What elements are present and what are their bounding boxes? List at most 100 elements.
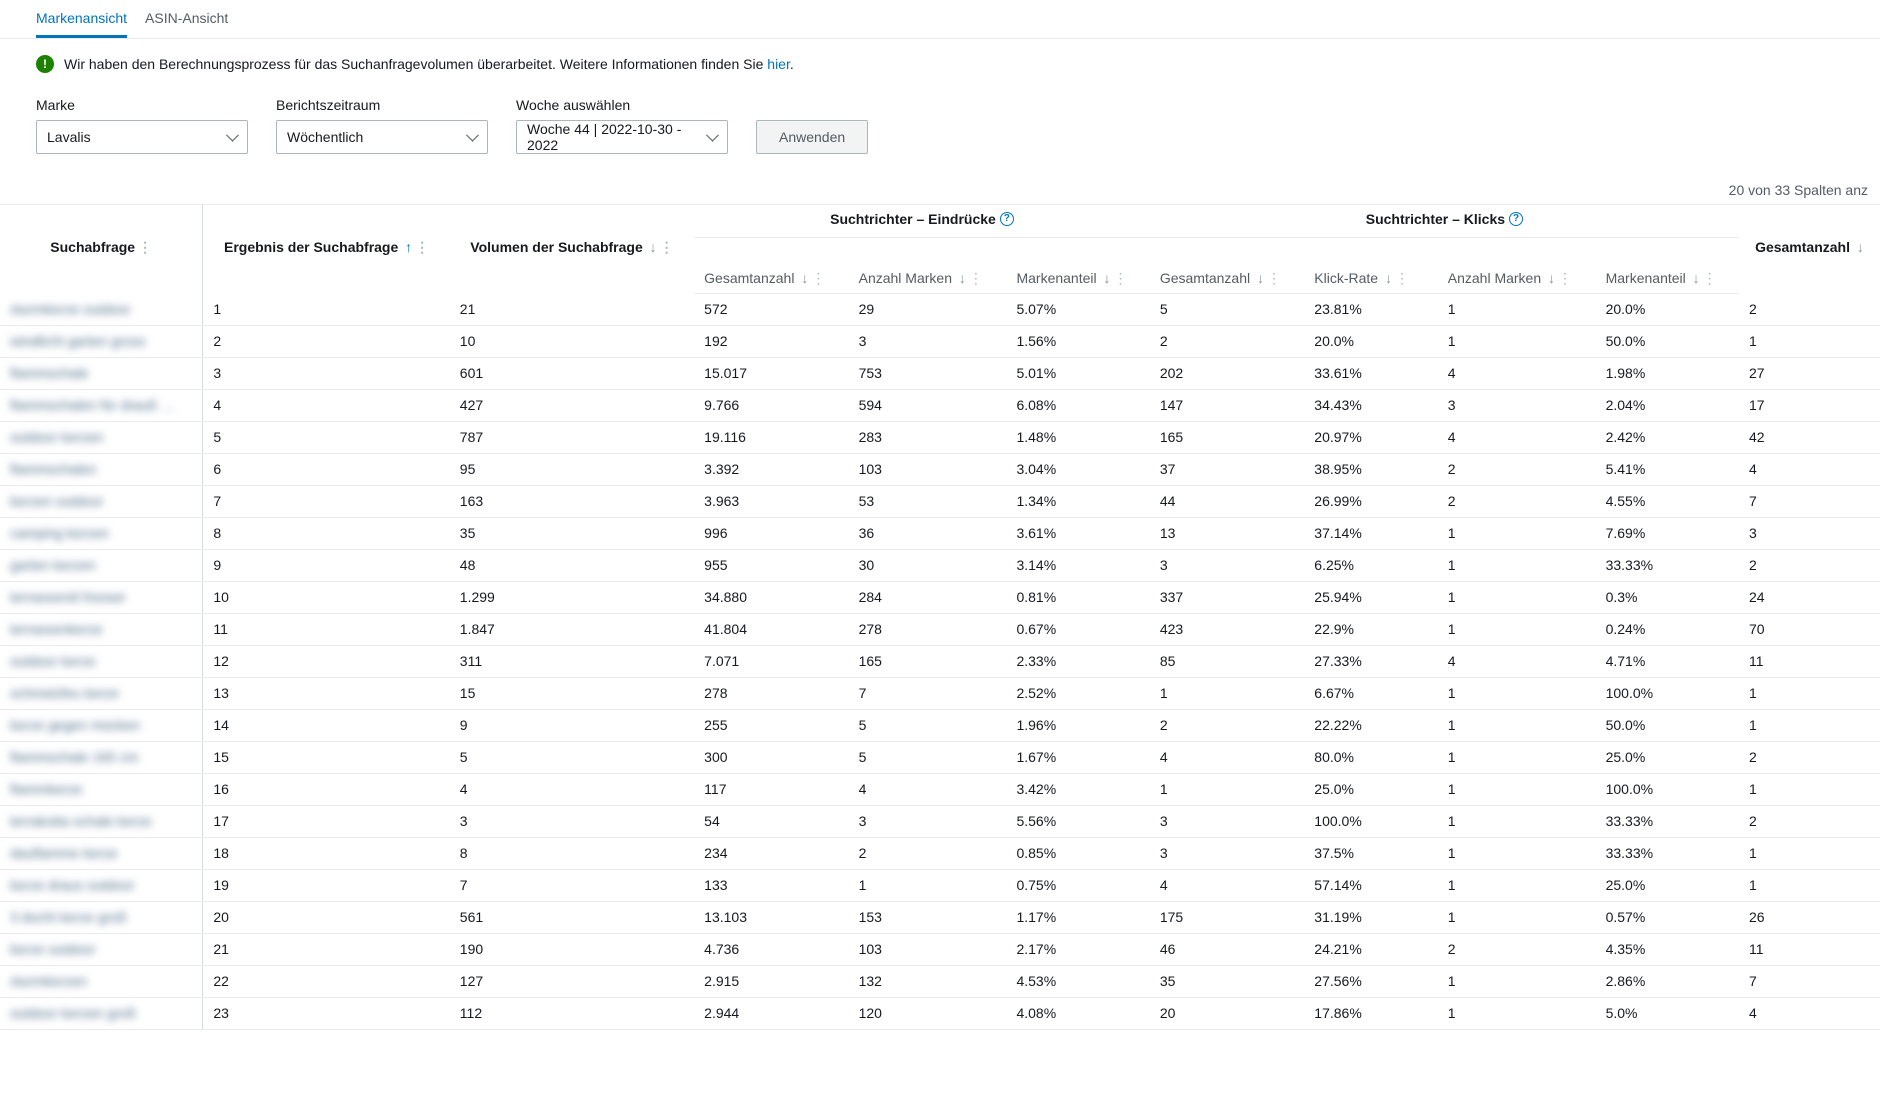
cell-query[interactable]: kerze draus outdoor bbox=[0, 869, 203, 901]
cell-last-total: 24 bbox=[1739, 581, 1880, 613]
tab-brand-view[interactable]: Markenansicht bbox=[36, 0, 127, 38]
sort-icon[interactable]: ↓ bbox=[1257, 270, 1264, 286]
tab-asin-view[interactable]: ASIN-Ansicht bbox=[145, 0, 228, 38]
cell-impr-brands: 165 bbox=[849, 645, 1007, 677]
cell-impr-brands: 5 bbox=[849, 709, 1007, 741]
week-select[interactable]: Woche 44 | 2022-10-30 - 2022 bbox=[516, 120, 728, 154]
cell-click-share: 33.33% bbox=[1596, 805, 1739, 837]
cell-click-rate: 22.9% bbox=[1304, 613, 1437, 645]
column-menu-icon[interactable]: ⋮ bbox=[1703, 270, 1717, 286]
cell-volume: 427 bbox=[450, 389, 694, 421]
cell-query[interactable]: terrakotta schale kerze bbox=[0, 805, 203, 837]
cell-rank: 14 bbox=[203, 709, 450, 741]
cell-query[interactable]: flammschalen bbox=[0, 453, 203, 485]
cell-query[interactable]: flammkerze bbox=[0, 773, 203, 805]
col-header-impr-share[interactable]: Markenanteil ↓⋮ bbox=[1006, 237, 1149, 293]
sort-asc-icon[interactable]: ↑ bbox=[405, 239, 412, 255]
cell-query[interactable]: terrassenöl fresser bbox=[0, 581, 203, 613]
cell-query[interactable]: sturmkerzen bbox=[0, 965, 203, 997]
cell-click-share: 25.0% bbox=[1596, 741, 1739, 773]
table-row: sturmkerzen221272.9151324.53%3527.56%12.… bbox=[0, 965, 1880, 997]
info-icon[interactable]: ? bbox=[1509, 212, 1523, 226]
table-row: flammkerze16411743.42%125.0%1100.0%1 bbox=[0, 773, 1880, 805]
cell-query[interactable]: flammschale bbox=[0, 357, 203, 389]
cell-rank: 15 bbox=[203, 741, 450, 773]
col-header-query[interactable]: Suchabfrage⋮ bbox=[0, 205, 203, 293]
cell-last-total: 7 bbox=[1739, 965, 1880, 997]
sort-icon[interactable]: ↓ bbox=[1857, 239, 1864, 255]
cell-query[interactable]: kerze outdoor bbox=[0, 933, 203, 965]
column-menu-icon[interactable]: ⋮ bbox=[1395, 270, 1409, 286]
sort-icon[interactable]: ↓ bbox=[1693, 270, 1700, 286]
column-menu-icon[interactable]: ⋮ bbox=[415, 239, 429, 255]
cell-impr-total: 9.766 bbox=[694, 389, 848, 421]
cell-volume: 48 bbox=[450, 549, 694, 581]
col-header-click-brands[interactable]: Anzahl Marken ↓⋮ bbox=[1438, 237, 1596, 293]
cell-click-total: 3 bbox=[1150, 805, 1304, 837]
cell-click-total: 46 bbox=[1150, 933, 1304, 965]
cell-query[interactable]: dauflamme kerze bbox=[0, 837, 203, 869]
sort-icon[interactable]: ↓ bbox=[650, 239, 657, 255]
cell-query[interactable]: outdoor kerzen bbox=[0, 421, 203, 453]
column-menu-icon[interactable]: ⋮ bbox=[811, 270, 825, 286]
cell-impr-total: 3.963 bbox=[694, 485, 848, 517]
apply-button[interactable]: Anwenden bbox=[756, 120, 868, 154]
cell-query[interactable]: flammschale 165 cm bbox=[0, 741, 203, 773]
cell-impr-brands: 4 bbox=[849, 773, 1007, 805]
sort-icon[interactable]: ↓ bbox=[1385, 270, 1392, 286]
cell-click-brands: 1 bbox=[1438, 677, 1596, 709]
cell-query[interactable]: kerze gegen mücken bbox=[0, 709, 203, 741]
col-header-click-share[interactable]: Markenanteil ↓⋮ bbox=[1596, 237, 1739, 293]
cell-query[interactable]: sturmkerze outdoor bbox=[0, 293, 203, 325]
col-header-click-rate[interactable]: Klick-Rate ↓⋮ bbox=[1304, 237, 1437, 293]
results-table: Suchabfrage⋮ Ergebnis der Suchabfrage ↑⋮… bbox=[0, 205, 1880, 1030]
col-header-impr-brands[interactable]: Anzahl Marken ↓⋮ bbox=[849, 237, 1007, 293]
col-header-volume[interactable]: Volumen der Suchabfrage ↓⋮ bbox=[450, 205, 694, 293]
cell-query[interactable]: outdoor kerzen groß bbox=[0, 997, 203, 1029]
cell-click-share: 25.0% bbox=[1596, 869, 1739, 901]
sort-icon[interactable]: ↓ bbox=[959, 270, 966, 286]
cell-query[interactable]: outdoor kerze bbox=[0, 645, 203, 677]
col-header-rank[interactable]: Ergebnis der Suchabfrage ↑⋮ bbox=[203, 205, 450, 293]
cell-click-rate: 6.67% bbox=[1304, 677, 1437, 709]
notice-link[interactable]: hier bbox=[767, 56, 790, 72]
col-header-click-total[interactable]: Gesamtanzahl ↓⋮ bbox=[1150, 237, 1304, 293]
cell-click-share: 33.33% bbox=[1596, 549, 1739, 581]
cell-click-share: 100.0% bbox=[1596, 677, 1739, 709]
cell-last-total: 27 bbox=[1739, 357, 1880, 389]
sort-icon[interactable]: ↓ bbox=[1548, 270, 1555, 286]
sort-icon[interactable]: ↓ bbox=[1104, 270, 1111, 286]
column-menu-icon[interactable]: ⋮ bbox=[1267, 270, 1281, 286]
cell-query[interactable]: kerzen outdoor bbox=[0, 485, 203, 517]
cell-volume: 5 bbox=[450, 741, 694, 773]
cell-click-rate: 57.14% bbox=[1304, 869, 1437, 901]
col-header-last-total[interactable]: Gesamtanzahl ↓ bbox=[1739, 205, 1880, 293]
sort-icon[interactable]: ↓ bbox=[801, 270, 808, 286]
cell-rank: 10 bbox=[203, 581, 450, 613]
cell-query[interactable]: windlicht garten gross bbox=[0, 325, 203, 357]
cell-impr-brands: 753 bbox=[849, 357, 1007, 389]
col-header-impr-total[interactable]: Gesamtanzahl ↓⋮ bbox=[694, 237, 848, 293]
cell-click-total: 20 bbox=[1150, 997, 1304, 1029]
column-menu-icon[interactable]: ⋮ bbox=[1558, 270, 1572, 286]
cell-query[interactable]: garten kerzen bbox=[0, 549, 203, 581]
cell-click-brands: 2 bbox=[1438, 933, 1596, 965]
cell-query[interactable]: camping kerzen bbox=[0, 517, 203, 549]
column-menu-icon[interactable]: ⋮ bbox=[969, 270, 983, 286]
column-menu-icon[interactable]: ⋮ bbox=[1114, 270, 1128, 286]
cell-last-total: 42 bbox=[1739, 421, 1880, 453]
cell-query[interactable]: schmelzfeu kerze bbox=[0, 677, 203, 709]
cell-impr-share: 3.61% bbox=[1006, 517, 1149, 549]
cell-click-share: 4.55% bbox=[1596, 485, 1739, 517]
info-icon[interactable]: ? bbox=[1000, 212, 1014, 226]
brand-select[interactable]: Lavalis bbox=[36, 120, 248, 154]
cell-query[interactable]: flammschalen für drauß … bbox=[0, 389, 203, 421]
period-select[interactable]: Wöchentlich bbox=[276, 120, 488, 154]
table-row: outdoor kerzen groß231122.9441204.08%201… bbox=[0, 997, 1880, 1029]
cell-click-share: 2.04% bbox=[1596, 389, 1739, 421]
cell-query[interactable]: terrassenkerze bbox=[0, 613, 203, 645]
column-menu-icon[interactable]: ⋮ bbox=[138, 239, 152, 255]
cell-last-total: 70 bbox=[1739, 613, 1880, 645]
column-menu-icon[interactable]: ⋮ bbox=[660, 239, 674, 255]
cell-query[interactable]: 3 docht kerze groß bbox=[0, 901, 203, 933]
